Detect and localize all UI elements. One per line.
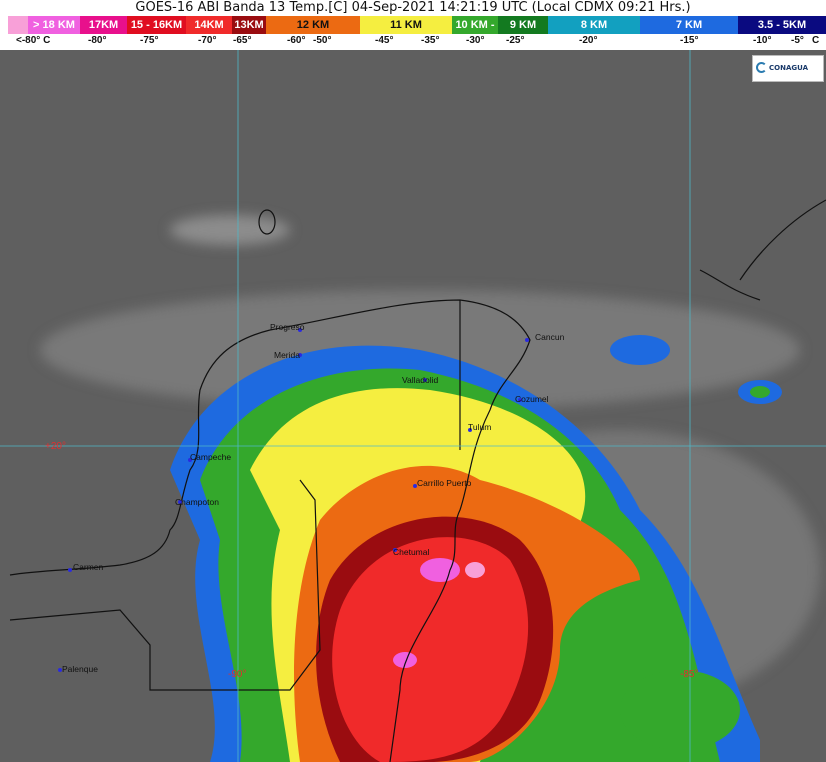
legend-item: 14KM — [186, 16, 232, 34]
legend-item: 9 KM — [498, 16, 548, 34]
city-label: Cozumel — [515, 394, 549, 404]
coastlines — [9, 199, 826, 762]
city-label: Progreso — [270, 322, 305, 332]
logo-emblem-icon — [756, 62, 767, 73]
city-label: Valladolid — [402, 375, 439, 385]
temp-label: -30° — [466, 35, 485, 46]
city-label: Champoton — [175, 497, 219, 507]
city-label: Carmen — [73, 562, 104, 572]
legend-item: 7 KM — [640, 16, 738, 34]
map-title: GOES-16 ABI Banda 13 Temp.[C] 04-Sep-202… — [135, 0, 691, 15]
city-label: Merida — [274, 350, 300, 360]
legend-item: 11 KM — [360, 16, 452, 34]
satellite-map: CONAGUA Progreso Merida Valladolid Cancu… — [0, 50, 826, 762]
storm-clouds — [170, 335, 782, 762]
temp-label: -60° — [287, 35, 306, 46]
city-label: Chetumal — [393, 547, 430, 557]
lat-lon-grid — [0, 50, 826, 762]
city-label: Palenque — [62, 664, 98, 674]
temp-label: -35° — [421, 35, 440, 46]
latitude-label: +20° — [45, 441, 66, 452]
city-markers — [58, 328, 529, 672]
temp-label: -70° — [198, 35, 217, 46]
temp-label: -50° — [313, 35, 332, 46]
logo-text: CONAGUA — [769, 64, 808, 72]
temp-label: -45° — [375, 35, 394, 46]
temp-label: -10° — [753, 35, 772, 46]
city-label: Tulum — [468, 422, 492, 432]
satellite-imagery — [0, 50, 826, 762]
temperature-scale: <-80° C -80° -75° -70° -65° -60° -50° -4… — [0, 35, 826, 49]
temp-label: -65° — [233, 35, 252, 46]
legend-swatch — [8, 16, 28, 34]
legend-item: > 18 KM — [28, 16, 80, 34]
temp-label: -15° — [680, 35, 699, 46]
conagua-logo: CONAGUA — [752, 55, 824, 82]
legend-item: 13KM — [232, 16, 266, 34]
legend-item: 15 - 16KM — [127, 16, 186, 34]
color-legend: > 18 KM 17KM 15 - 16KM 14KM 13KM 12 KM 1… — [0, 16, 826, 34]
legend-item: 17KM — [80, 16, 127, 34]
city-label: Campeche — [190, 452, 232, 462]
temp-label: -5° — [791, 35, 804, 46]
temp-label: C — [812, 35, 820, 46]
temp-label: <-80° C — [16, 35, 51, 46]
legend-item: 12 KM — [266, 16, 360, 34]
legend-item: 3.5 - 5KM — [738, 16, 826, 34]
temp-label: -80° — [88, 35, 107, 46]
temp-label: -25° — [506, 35, 525, 46]
city-label: Cancun — [535, 332, 565, 342]
legend-item: 10 KM - — [452, 16, 498, 34]
longitude-label: -90° — [228, 669, 247, 680]
temp-label: -20° — [579, 35, 598, 46]
city-label: Carrillo Puerto — [417, 478, 472, 488]
legend-item: 8 KM — [548, 16, 640, 34]
longitude-label: -85° — [680, 669, 699, 680]
temp-label: -75° — [140, 35, 159, 46]
